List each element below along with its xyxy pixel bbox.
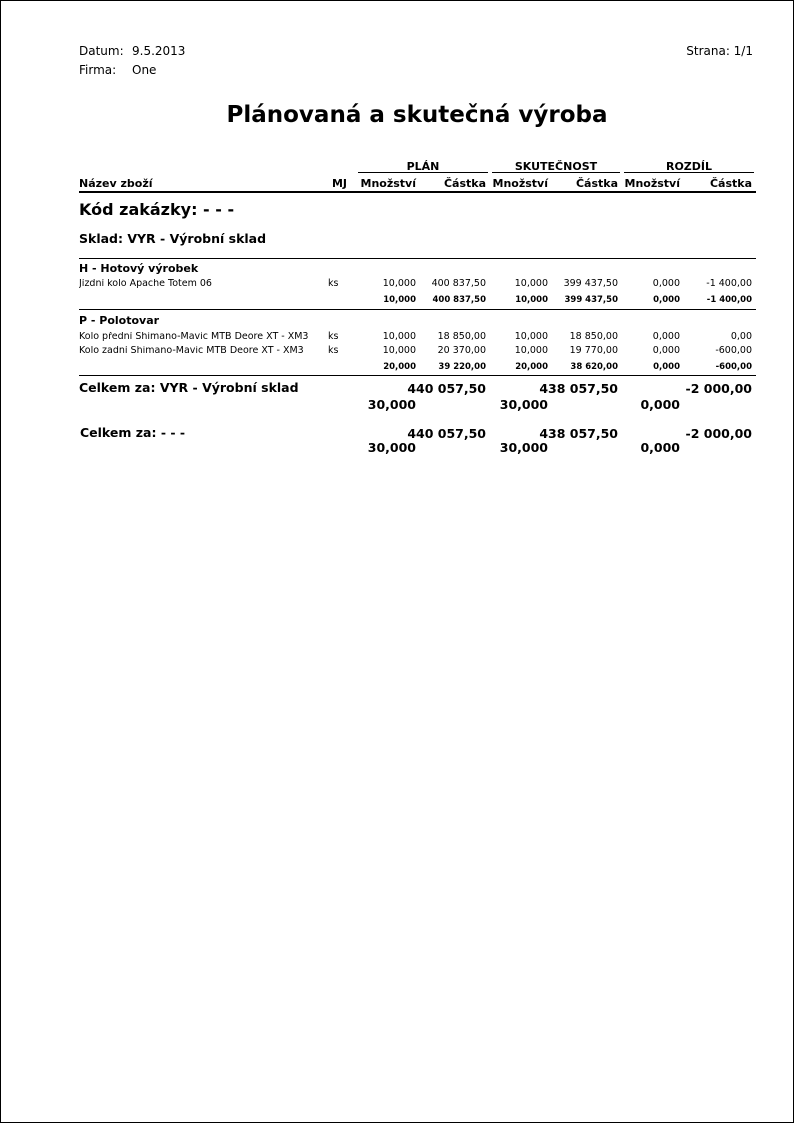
col-plan-amount: Částka — [443, 177, 486, 190]
subtotal-plan-qty: 10,000 — [383, 295, 416, 305]
plan-amount: 18 850,00 — [437, 331, 486, 342]
plan-amount: 400 837,50 — [431, 278, 486, 289]
col-unit: MJ — [331, 177, 347, 190]
total-actual-qty: 30,000 — [499, 397, 548, 412]
total-diff-qty: 0,000 — [640, 397, 680, 412]
warehouse-heading: Sklad: VYR - Výrobní sklad — [79, 231, 267, 246]
diff-amount: -600,00 — [715, 345, 752, 356]
actual-qty: 10,000 — [514, 345, 548, 356]
group-difference: ROZDÍL — [665, 160, 713, 173]
col-actual-amount: Částka — [575, 177, 618, 190]
total-diff-qty: 0,000 — [640, 440, 680, 455]
actual-amount: 399 437,50 — [563, 278, 618, 289]
actual-amount: 18 850,00 — [569, 331, 618, 342]
item-name: Jízdní kolo Apache Totem 06 — [79, 279, 212, 289]
company-label: Firma: — [79, 63, 117, 77]
subtotal-actual-amount: 38 620,00 — [570, 362, 618, 372]
divider — [492, 172, 620, 173]
subtotal-actual-qty: 10,000 — [515, 295, 548, 305]
diff-amount: 0,00 — [730, 331, 752, 342]
diff-qty: 0,000 — [652, 278, 680, 289]
total-plan-qty: 30,000 — [367, 440, 416, 455]
total-actual-qty: 30,000 — [499, 440, 548, 455]
diff-qty: 0,000 — [652, 331, 680, 342]
col-actual-qty: Množství — [492, 177, 548, 190]
item-unit: ks — [328, 278, 339, 289]
actual-amount: 19 770,00 — [569, 345, 618, 356]
plan-qty: 10,000 — [382, 331, 416, 342]
total-plan-qty: 30,000 — [367, 397, 416, 412]
date-value: 9.5.2013 — [132, 44, 186, 58]
subtotal-plan-qty: 20,000 — [383, 362, 416, 372]
col-diff-qty: Množství — [624, 177, 680, 190]
total-label: Celkem za: VYR - Výrobní sklad — [79, 380, 299, 395]
report-title: Plánovaná a skutečná výroba — [226, 102, 608, 128]
actual-qty: 10,000 — [514, 331, 548, 342]
subtotal-diff-qty: 0,000 — [653, 295, 680, 305]
header-divider — [79, 191, 756, 193]
total-actual-amount: 438 057,50 — [539, 381, 618, 396]
plan-amount: 20 370,00 — [437, 345, 486, 356]
item-unit: ks — [328, 331, 339, 342]
item-unit: ks — [328, 345, 339, 356]
group-plan: PLÁN — [406, 160, 440, 173]
subtotal-actual-amount: 399 437,50 — [564, 295, 618, 305]
subtotal-plan-amount: 39 220,00 — [438, 362, 486, 372]
divider — [79, 258, 756, 259]
total-label: Celkem za: - - - — [80, 425, 186, 440]
plan-qty: 10,000 — [382, 345, 416, 356]
order-code: Kód zakázky: - - - — [79, 200, 235, 219]
subtotal-plan-amount: 400 837,50 — [432, 295, 486, 305]
item-name: Kolo přední Shimano-Mavic MTB Deore XT -… — [79, 332, 309, 342]
subtotal-actual-qty: 20,000 — [515, 362, 548, 372]
col-diff-amount: Částka — [709, 177, 752, 190]
group-actual: SKUTEČNOST — [514, 160, 598, 173]
actual-qty: 10,000 — [514, 278, 548, 289]
col-name: Název zboží — [79, 177, 153, 190]
total-diff-amount: -2 000,00 — [685, 381, 752, 396]
divider — [358, 172, 488, 173]
item-name: Kolo zadní Shimano-Mavic MTB Deore XT - … — [79, 346, 304, 356]
divider — [79, 375, 756, 376]
divider — [79, 309, 756, 310]
subtotal-diff-amount: -600,00 — [715, 362, 752, 372]
subtotal-diff-amount: -1 400,00 — [706, 295, 752, 305]
total-plan-amount: 440 057,50 — [407, 426, 486, 441]
page-number: Strana: 1/1 — [686, 44, 753, 58]
diff-qty: 0,000 — [652, 345, 680, 356]
total-plan-amount: 440 057,50 — [407, 381, 486, 396]
col-plan-qty: Množství — [360, 177, 416, 190]
company-value: One — [132, 63, 157, 77]
total-actual-amount: 438 057,50 — [539, 426, 618, 441]
subtotal-diff-qty: 0,000 — [653, 362, 680, 372]
group-heading: P - Polotovar — [79, 314, 160, 327]
plan-qty: 10,000 — [382, 278, 416, 289]
divider — [624, 172, 754, 173]
date-label: Datum: — [79, 44, 124, 58]
diff-amount: -1 400,00 — [706, 278, 752, 289]
group-heading: H - Hotový výrobek — [79, 262, 199, 275]
total-diff-amount: -2 000,00 — [685, 426, 752, 441]
